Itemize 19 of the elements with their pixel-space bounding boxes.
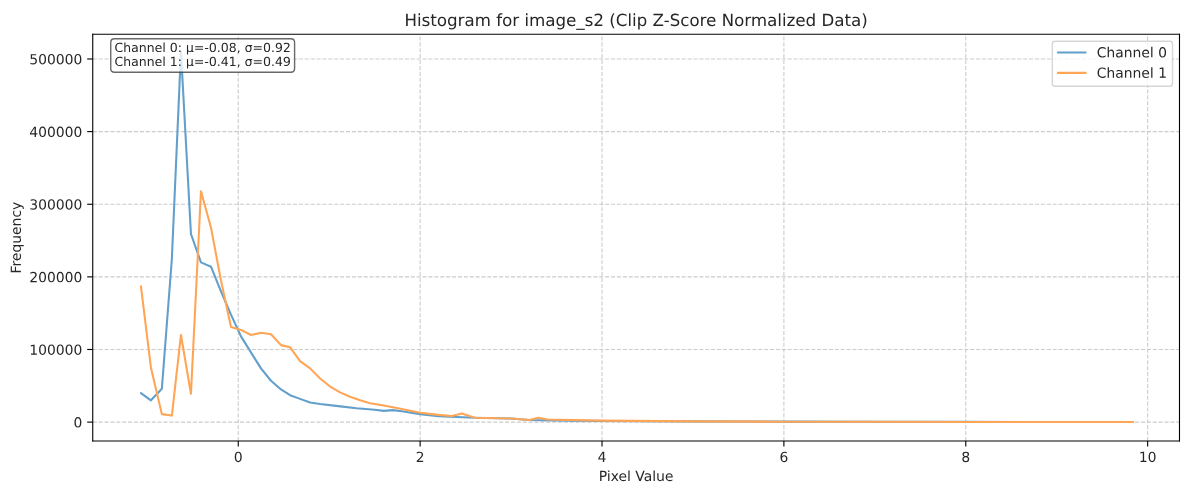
legend-label: Channel 1 (1097, 67, 1166, 78)
y-tick-label: 500000 (30, 53, 82, 65)
y-tick-label: 300000 (30, 199, 82, 210)
x-tick-label: 0 (234, 451, 242, 463)
y-tick-label: 0 (74, 417, 82, 428)
x-tick-label: 6 (780, 451, 788, 463)
line-series (139, 190, 1135, 424)
x-axis-title: Pixel Value (600, 470, 673, 482)
x-tick-label: 4 (598, 451, 606, 462)
y-tick-label: 400000 (29, 126, 82, 138)
y-axis-title: Frequency (10, 202, 24, 273)
y-tick-label: 200000 (30, 271, 82, 283)
x-tick-label: 2 (416, 451, 424, 462)
x-tick-label: 8 (962, 451, 970, 463)
y-tick-label: 100000 (30, 344, 82, 355)
legend-label: Channel 0 (1097, 46, 1167, 58)
chart-title: Histogram for image_s2 (Clip Z-Score Normalized Data) (406, 13, 867, 30)
annotation: Channel 0: μ=-0.08, σ=0.92 Channel 1: μ=-0.41, σ=0.49 (115, 42, 290, 69)
x-tick-label: 10 (1140, 451, 1156, 463)
